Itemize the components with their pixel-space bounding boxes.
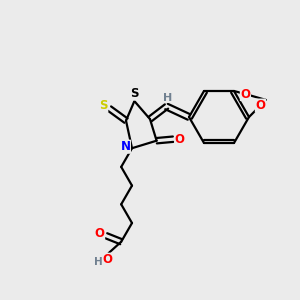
Text: S: S: [99, 99, 108, 112]
Text: H: H: [164, 92, 172, 103]
Text: O: O: [94, 227, 105, 240]
Text: O: O: [175, 133, 185, 146]
Text: O: O: [255, 99, 266, 112]
Text: H: H: [94, 257, 103, 267]
Text: O: O: [102, 253, 112, 266]
Text: O: O: [240, 88, 250, 100]
Text: N: N: [120, 140, 130, 153]
Text: S: S: [130, 87, 139, 100]
